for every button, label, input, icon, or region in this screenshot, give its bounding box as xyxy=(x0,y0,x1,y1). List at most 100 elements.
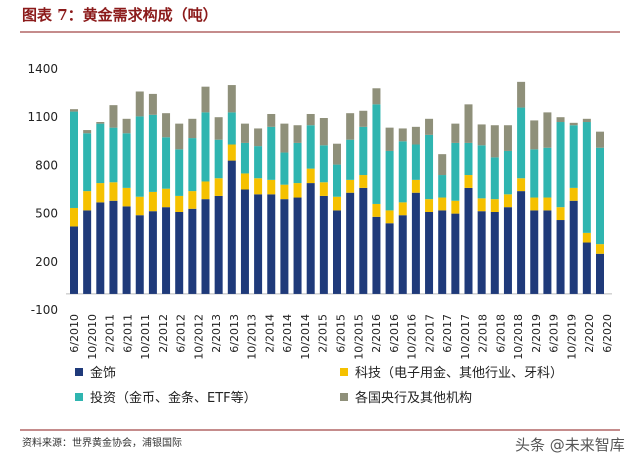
bar-segment xyxy=(201,86,210,113)
bar-segment xyxy=(70,111,78,208)
bar-segment xyxy=(425,199,434,212)
bar-segment xyxy=(109,200,118,294)
bar-segment xyxy=(490,211,499,294)
bar-segment xyxy=(267,179,276,195)
bar-segment xyxy=(214,178,223,196)
bar-segment xyxy=(543,197,552,211)
bar-segment xyxy=(96,183,105,203)
bar-segment xyxy=(503,125,512,151)
bar-segment xyxy=(135,116,144,197)
bar-segment xyxy=(333,164,341,197)
bar-segment xyxy=(582,118,591,123)
bar-segment xyxy=(254,146,263,179)
bar-segment xyxy=(596,147,604,245)
bar-segment xyxy=(83,133,92,192)
bar-segment xyxy=(372,216,381,294)
legend-label: 金饰 xyxy=(90,365,116,381)
bar-segment xyxy=(148,114,157,192)
bar-segment xyxy=(148,211,157,294)
legend-label: 科技（电子用金、其他行业、牙科） xyxy=(355,365,563,381)
bar-segment xyxy=(517,191,526,294)
bar-segment xyxy=(543,210,552,294)
bar-segment xyxy=(490,199,499,212)
bar-segment xyxy=(346,179,355,193)
bar-segment xyxy=(490,157,499,200)
bar-segment xyxy=(596,131,604,148)
y-tick-label: 500 xyxy=(35,207,58,221)
bar-segment xyxy=(438,175,447,198)
bar-segment xyxy=(319,195,328,294)
bar-segment xyxy=(438,210,447,294)
x-tick-label: 2/2020 xyxy=(583,314,596,353)
x-tick-label: 10/2012 xyxy=(192,314,205,360)
x-tick-label: 2/2017 xyxy=(423,314,436,353)
bar-segment xyxy=(517,81,526,108)
bar-segment xyxy=(162,113,171,138)
bar-segment xyxy=(70,109,78,112)
bar-segment xyxy=(398,141,407,203)
x-tick-label: 2/2015 xyxy=(317,314,330,353)
bar-segment xyxy=(451,200,460,214)
bar-segment xyxy=(201,112,210,182)
bar-segment xyxy=(543,112,552,148)
bar-segment xyxy=(306,183,315,294)
bar-segment xyxy=(425,211,434,294)
bar-segment xyxy=(83,130,92,134)
bar-segment xyxy=(227,112,236,145)
bar-segment xyxy=(267,126,276,180)
bar-segment xyxy=(201,199,210,294)
bar-segment xyxy=(122,118,131,134)
bar-segment xyxy=(333,210,341,294)
bar-segment xyxy=(148,93,157,115)
x-tick-label: 2/2013 xyxy=(210,314,223,353)
bar-segment xyxy=(372,203,381,217)
x-tick-label: 6/2017 xyxy=(441,314,454,353)
bar-segment xyxy=(346,113,355,140)
legend-swatch xyxy=(340,368,348,376)
bar-segment xyxy=(122,133,131,188)
bar-segment xyxy=(530,120,539,150)
x-tick-label: 10/2011 xyxy=(139,314,152,360)
bar-segment xyxy=(122,187,131,207)
bar-segment xyxy=(267,113,276,127)
bar-segment xyxy=(214,195,223,294)
bar-segment xyxy=(464,187,473,294)
bar-segment xyxy=(372,88,381,105)
bar-segment xyxy=(109,182,118,201)
bar-segment xyxy=(596,244,604,254)
y-tick-label: -100 xyxy=(31,303,58,317)
bar-segment xyxy=(451,123,460,143)
bar-segment xyxy=(477,145,486,199)
x-tick-label: 10/2014 xyxy=(299,314,312,360)
bar-segment xyxy=(306,168,315,184)
bar-segment xyxy=(240,189,249,294)
bar-segment xyxy=(530,149,539,198)
bar-segment xyxy=(385,210,394,224)
legend-label: 各国央行及其他机构 xyxy=(355,390,472,406)
bar-segment xyxy=(596,253,604,294)
source: 资料来源：世界黄金协会，浦银国际 xyxy=(22,436,182,449)
bar-segment xyxy=(333,143,341,165)
x-tick-label: 6/2010 xyxy=(68,314,81,353)
bar-segment xyxy=(398,215,407,294)
bar-segment xyxy=(530,197,539,211)
bar-segment xyxy=(96,123,105,184)
bar-segment xyxy=(517,178,526,192)
x-tick-label: 2/2016 xyxy=(370,314,383,353)
bar-segment xyxy=(359,187,368,294)
x-tick-label: 6/2011 xyxy=(121,314,134,353)
bar-segment xyxy=(556,220,565,294)
bar-segment xyxy=(319,182,328,196)
bar-segment xyxy=(556,207,565,221)
bar-segment xyxy=(214,117,223,140)
bar-segment xyxy=(135,215,144,294)
bar-segment xyxy=(293,142,302,184)
watermark: 头条 @未来智库 xyxy=(515,436,625,454)
bar-segment xyxy=(425,134,434,200)
bar-segment xyxy=(398,202,407,216)
bar-segment xyxy=(135,196,144,216)
x-tick-label: 6/2020 xyxy=(601,314,614,353)
bar-segment xyxy=(175,149,184,196)
bar-segment xyxy=(175,123,184,150)
